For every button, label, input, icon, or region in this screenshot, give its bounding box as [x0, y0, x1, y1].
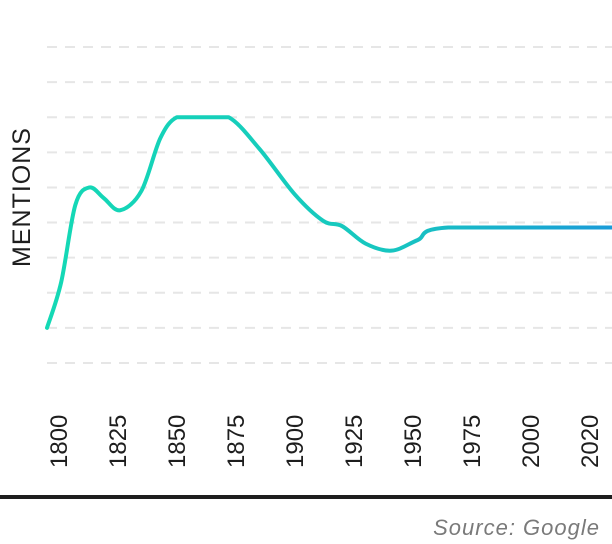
line-chart: MENTIONS 1800 1825 1850 1875 1900 1925 1950 197… [8, 46, 612, 468]
x-tick-label: 1800 [46, 415, 73, 468]
series-line-mentions [45, 115, 612, 330]
source-note: Source: Google [433, 515, 600, 540]
x-tick-label: 1950 [400, 415, 427, 468]
x-tick-label: 1850 [164, 415, 191, 468]
x-axis-ticks: 1800 1825 1850 1875 1900 1925 1950 1975 2000 2020 [46, 415, 604, 468]
x-tick-label: 1925 [341, 415, 368, 468]
x-tick-label: 1900 [282, 415, 309, 468]
x-tick-label: 1975 [459, 415, 486, 468]
bottom-rule [0, 495, 612, 499]
x-tick-label: 2000 [518, 415, 545, 468]
x-tick-label: 2020 [577, 415, 604, 468]
gridlines [47, 46, 612, 364]
y-axis-label: MENTIONS [8, 127, 36, 267]
x-tick-label: 1825 [105, 415, 132, 468]
x-tick-label: 1875 [223, 415, 250, 468]
